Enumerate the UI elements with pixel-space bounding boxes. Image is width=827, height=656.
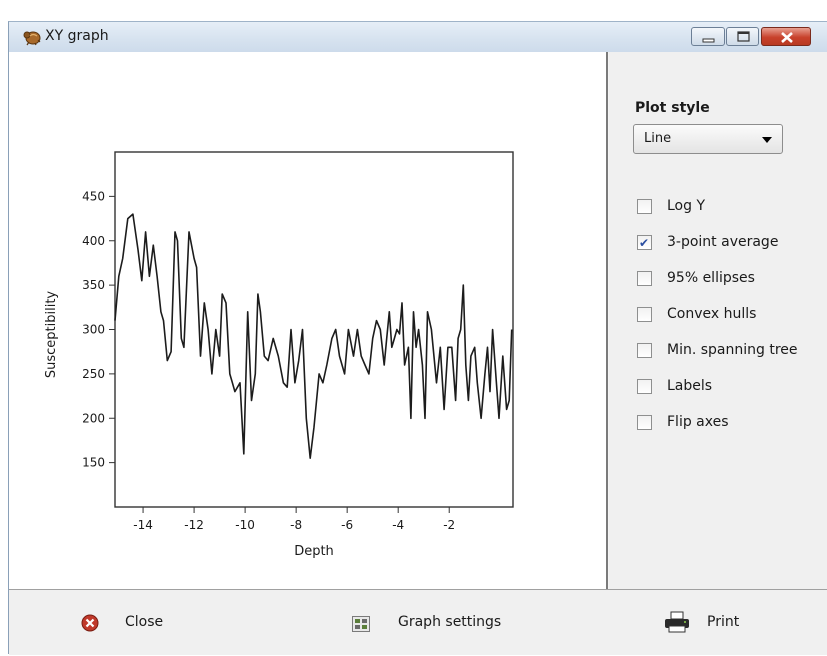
option-convex-hulls[interactable]: Convex hulls	[637, 305, 827, 325]
xy-line-chart: 150 200 250 300 350 400 450 -14 -12 -10 -8 -6 -4 -2 De…	[44, 151, 514, 559]
plot-style-value: Line	[644, 131, 672, 146]
close-circle-icon	[81, 614, 99, 632]
convex-hulls-checkbox[interactable]	[637, 307, 652, 322]
printer-icon	[665, 611, 689, 633]
y-tick-label: 250	[82, 367, 105, 381]
x-tick-label: -14	[133, 518, 153, 532]
window-close-button[interactable]	[761, 27, 811, 46]
labels-checkbox[interactable]	[637, 379, 652, 394]
close-button-label: Close	[125, 614, 164, 630]
y-tick-label: 300	[82, 323, 105, 337]
close-button[interactable]: Close	[69, 590, 189, 656]
plot-style-label: Plot style	[635, 100, 710, 116]
minimize-icon	[702, 38, 715, 43]
window-title: XY graph	[45, 28, 109, 44]
y-axis-label: Susceptibility	[44, 291, 59, 379]
close-x-icon	[781, 32, 793, 43]
print-button[interactable]: Print	[659, 590, 779, 656]
title-bar[interactable]: XY graph	[9, 22, 827, 52]
log-y-checkbox[interactable]	[637, 199, 652, 214]
min-spanning-tree-label: Min. spanning tree	[667, 342, 798, 358]
plot-frame	[114, 151, 514, 508]
option-log-y[interactable]: Log Y	[637, 197, 827, 217]
graph-settings-button[interactable]: Graph settings	[344, 590, 544, 656]
x-tick-label: -4	[392, 518, 404, 532]
bottom-toolbar: Close Graph settings Print	[9, 589, 827, 655]
y-tick-label: 350	[82, 278, 105, 292]
print-label: Print	[707, 614, 740, 630]
graph-settings-label: Graph settings	[398, 614, 502, 630]
y-tick-label: 150	[82, 456, 105, 470]
option-min-spanning-tree[interactable]: Min. spanning tree	[637, 341, 827, 361]
check-icon: ✔	[639, 236, 650, 250]
min-spanning-tree-checkbox[interactable]	[637, 343, 652, 358]
xy-graph-window: XY graph 150 200 250 300 350 400 450 -14 -12 -10 -…	[8, 21, 827, 655]
x-tick-label: -2	[443, 518, 455, 532]
plot-style-dropdown[interactable]: Line	[633, 124, 783, 154]
x-tick-label: -6	[341, 518, 353, 532]
series-line	[114, 213, 513, 459]
y-tick-label: 450	[82, 189, 105, 203]
3-point-average-checkbox[interactable]: ✔	[637, 235, 652, 250]
labels-label: Labels	[667, 378, 713, 394]
convex-hulls-label: Convex hulls	[667, 306, 757, 322]
log-y-label: Log Y	[667, 198, 706, 214]
x-axis-label: Depth	[294, 544, 334, 559]
x-tick-label: -8	[290, 518, 302, 532]
y-tick-label: 200	[82, 411, 105, 425]
flip-axes-label: Flip axes	[667, 414, 729, 430]
maximize-button[interactable]	[726, 27, 759, 46]
flip-axes-checkbox[interactable]	[637, 415, 652, 430]
minimize-button[interactable]	[691, 27, 725, 46]
x-tick-label: -12	[184, 518, 204, 532]
options-panel: Plot style Line Log Y ✔ 3-point average …	[609, 52, 827, 610]
95-ellipses-label: 95% ellipses	[667, 270, 755, 286]
option-3-point-average[interactable]: ✔ 3-point average	[637, 233, 827, 253]
95-ellipses-checkbox[interactable]	[637, 271, 652, 286]
option-95-ellipses[interactable]: 95% ellipses	[637, 269, 827, 289]
option-labels[interactable]: Labels	[637, 377, 827, 397]
3-point-average-label: 3-point average	[667, 234, 779, 250]
plot-area: 150 200 250 300 350 400 450 -14 -12 -10 -8 -6 -4 -2 De…	[9, 52, 608, 610]
y-tick-label: 400	[82, 234, 105, 248]
app-icon	[23, 31, 41, 46]
x-tick-label: -10	[235, 518, 255, 532]
grid-settings-icon	[352, 616, 370, 632]
maximize-icon	[737, 31, 750, 42]
option-flip-axes[interactable]: Flip axes	[637, 413, 827, 433]
dropdown-arrow-icon	[762, 137, 772, 143]
